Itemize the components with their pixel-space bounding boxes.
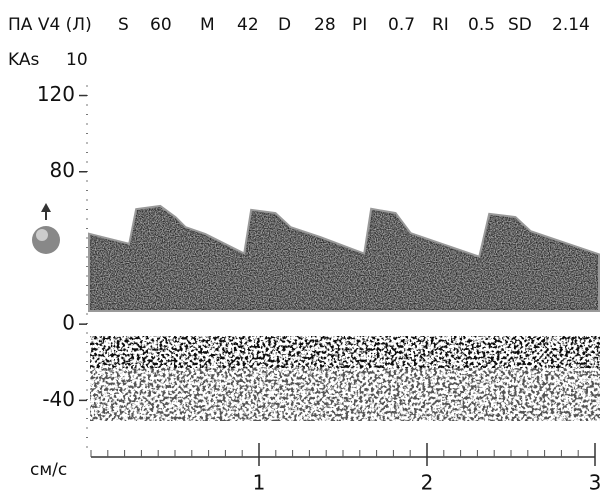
kas-label: KAs: [8, 50, 39, 70]
reading-label: S: [118, 15, 129, 35]
reverse-noise: [90, 336, 600, 368]
reading-label: M: [200, 15, 215, 35]
reading-value: 2.14: [552, 15, 590, 35]
reading-label: PI: [352, 15, 367, 35]
reading-value: 28: [314, 15, 336, 35]
flow-spectrum: [90, 207, 598, 310]
reading-label: RI: [432, 15, 449, 35]
study-label: ПА V4 (Л): [8, 15, 92, 35]
reverse-noise: [90, 366, 600, 421]
reading-value: 60: [150, 15, 172, 35]
x-tick-label: 1: [253, 471, 266, 495]
y-tick-label: 80: [50, 158, 75, 182]
kas-value: 10: [66, 50, 88, 70]
y-tick-label: 120: [37, 82, 75, 106]
reading-label: SD: [508, 15, 532, 35]
probe-icon: [32, 203, 60, 254]
unit-label: см/с: [30, 460, 67, 480]
x-tick-label: 3: [589, 471, 602, 495]
y-tick-label: 0: [62, 311, 75, 335]
reading-value: 0.5: [468, 15, 495, 35]
reading-label: D: [278, 15, 291, 35]
y-tick-label: -40: [42, 387, 75, 411]
reading-value: 42: [237, 15, 259, 35]
x-tick-label: 2: [421, 471, 434, 495]
reading-value: 0.7: [388, 15, 415, 35]
